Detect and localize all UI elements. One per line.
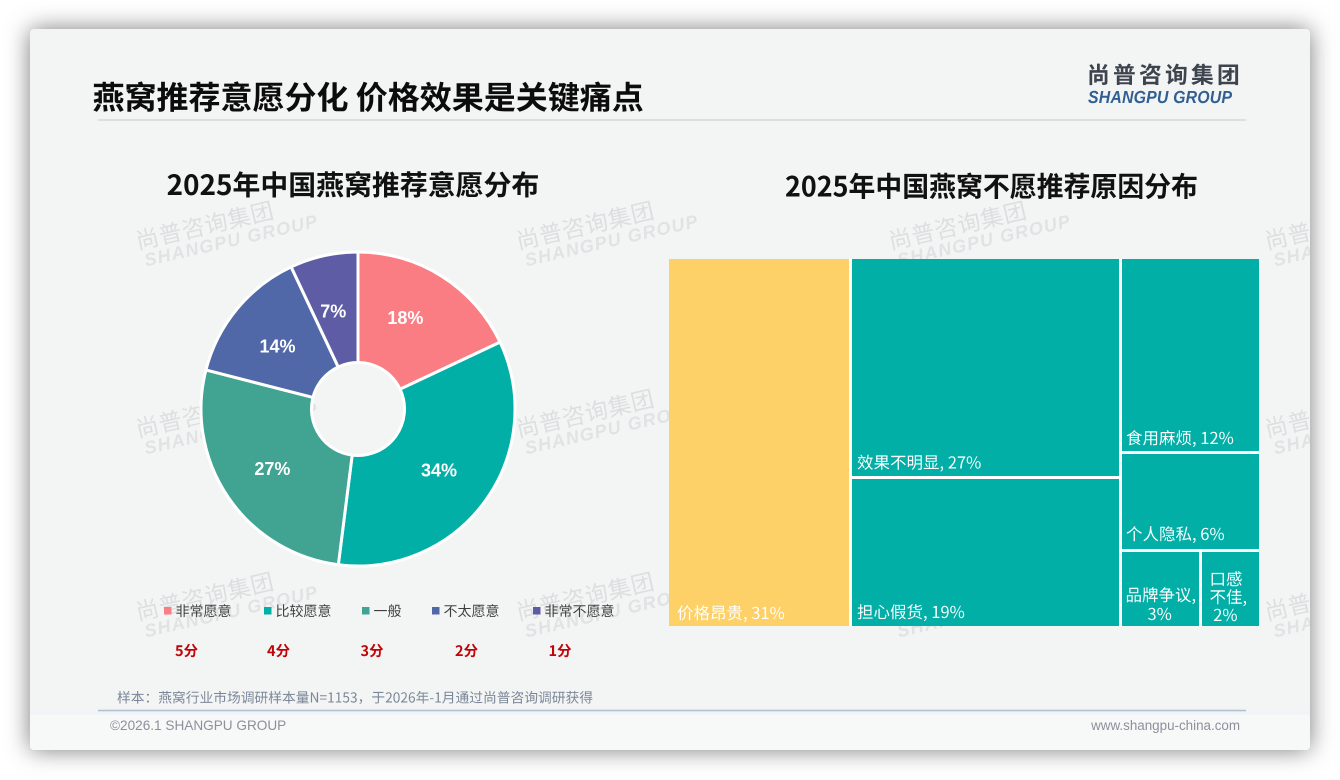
svg-text:©2026.1 SHANGPU GROUP: ©2026.1 SHANGPU GROUP bbox=[110, 718, 286, 733]
svg-text:14%: 14% bbox=[259, 337, 295, 357]
svg-text:27%: 27% bbox=[254, 459, 290, 479]
svg-text:7%: 7% bbox=[320, 302, 346, 322]
svg-text:www.shangpu-china.com: www.shangpu-china.com bbox=[1090, 718, 1240, 733]
svg-text:34%: 34% bbox=[421, 460, 457, 480]
svg-text:18%: 18% bbox=[387, 308, 423, 328]
